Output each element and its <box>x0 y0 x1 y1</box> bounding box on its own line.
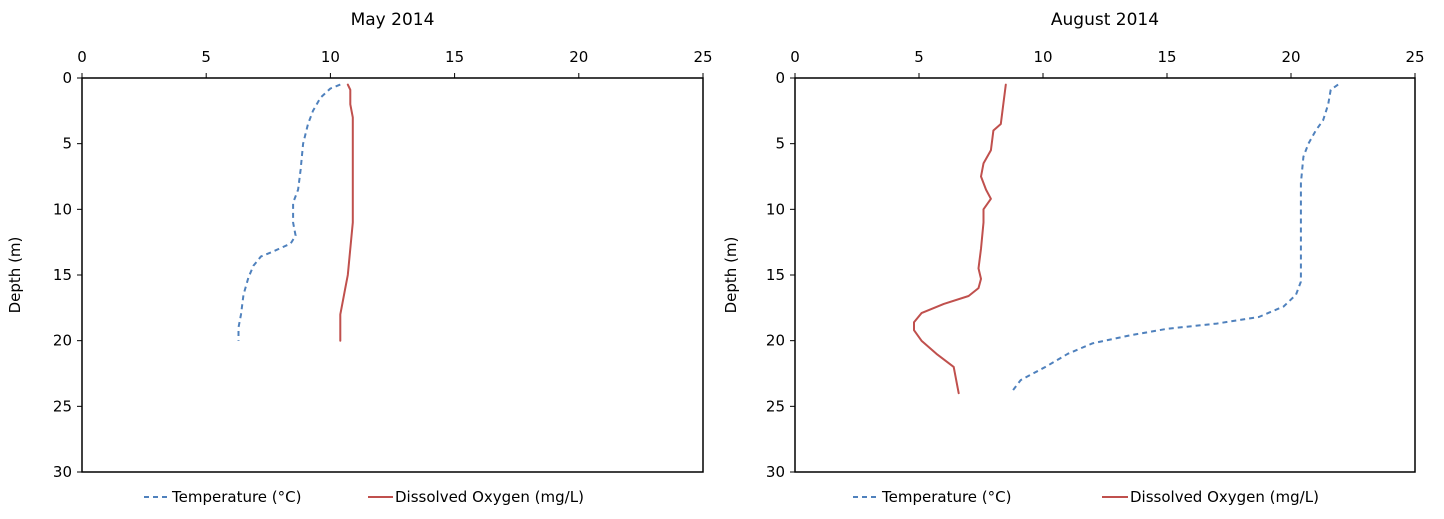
y-tick-label: 30 <box>766 463 785 481</box>
x-tick-label: 0 <box>77 48 87 66</box>
x-tick-label: 5 <box>914 48 924 66</box>
y-tick-label: 15 <box>53 266 72 284</box>
x-tick-label: 15 <box>1157 48 1176 66</box>
x-tick-label: 10 <box>1033 48 1052 66</box>
x-tick-label: 5 <box>201 48 211 66</box>
legend-label: Temperature (°C) <box>881 488 1011 506</box>
legend-label: Temperature (°C) <box>171 488 301 506</box>
x-tick-label: 15 <box>445 48 464 66</box>
y-axis-label: Depth (m) <box>722 237 740 314</box>
y-tick-label: 10 <box>766 200 785 218</box>
y-tick-label: 15 <box>766 266 785 284</box>
temperature-series-line <box>1009 83 1339 394</box>
plot-area-border <box>794 77 1416 473</box>
y-tick-label: 25 <box>53 397 72 415</box>
y-tick-label: 20 <box>766 332 785 350</box>
y-tick-label: 5 <box>62 135 72 153</box>
y-tick-label: 10 <box>53 200 72 218</box>
x-tick-label: 25 <box>693 48 712 66</box>
x-tick-label: 25 <box>1405 48 1424 66</box>
x-tick-label: 20 <box>569 48 588 66</box>
legend-label: Dissolved Oxygen (mg/L) <box>395 488 584 506</box>
plot-area-border <box>81 77 704 473</box>
y-tick-label: 30 <box>53 463 72 481</box>
chart-title: May 2014 <box>351 10 435 30</box>
y-tick-label: 0 <box>62 69 72 87</box>
x-tick-label: 0 <box>790 48 800 66</box>
y-tick-label: 25 <box>766 397 785 415</box>
x-tick-label: 10 <box>321 48 340 66</box>
x-tick-label: 20 <box>1281 48 1300 66</box>
y-tick-label: 20 <box>53 332 72 350</box>
y-axis-label: Depth (m) <box>6 237 24 314</box>
dissolved-oxygen-series-line <box>913 83 1007 395</box>
legend-label: Dissolved Oxygen (mg/L) <box>1130 488 1319 506</box>
chart-title: August 2014 <box>1051 10 1159 30</box>
dissolved-oxygen-series-line <box>339 83 354 342</box>
y-tick-label: 5 <box>775 135 785 153</box>
y-tick-label: 0 <box>775 69 785 87</box>
temperature-series-line <box>237 83 341 341</box>
